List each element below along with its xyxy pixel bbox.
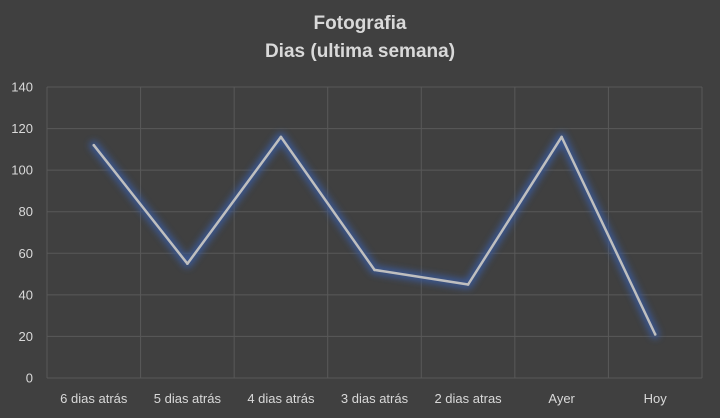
y-tick-label: 140 xyxy=(11,80,33,95)
y-tick-label: 120 xyxy=(11,121,33,136)
data-point xyxy=(186,262,189,265)
y-tick-label: 0 xyxy=(26,371,33,386)
x-axis-ticks: 6 dias atrás 5 dias atrás 4 dias atrás 3 di… xyxy=(60,391,667,406)
data-point xyxy=(279,135,283,139)
data-point xyxy=(466,283,470,286)
x-tick-label: 6 dias atrás xyxy=(60,391,128,406)
grid xyxy=(46,86,703,379)
chart-title-block: Fotografia Dias (ultima semana) xyxy=(0,10,720,66)
x-tick-label: Ayer xyxy=(548,391,575,406)
y-tick-label: 80 xyxy=(19,204,33,219)
x-tick-label: 5 dias atrás xyxy=(154,391,222,406)
x-tick-label: 3 dias atrás xyxy=(341,391,409,406)
series xyxy=(89,132,660,339)
data-point xyxy=(92,143,96,147)
data-point xyxy=(653,333,657,336)
y-tick-label: 100 xyxy=(11,163,33,178)
series-line-glow xyxy=(89,132,660,339)
chart-title: Fotografia xyxy=(313,13,407,34)
data-point xyxy=(560,135,563,139)
y-tick-label: 20 xyxy=(19,329,33,344)
y-tick-label: 40 xyxy=(19,287,33,302)
x-tick-label: 4 dias atrás xyxy=(247,391,315,406)
y-tick-label: 60 xyxy=(19,246,33,261)
x-tick-label: Hoy xyxy=(644,391,668,406)
data-point xyxy=(373,268,376,272)
chart-subtitle: Dias (ultima semana) xyxy=(264,41,456,62)
y-axis-ticks: 0 20 40 60 80 100 120 140 xyxy=(11,80,33,386)
x-tick-label: 2 dias atras xyxy=(434,391,502,406)
